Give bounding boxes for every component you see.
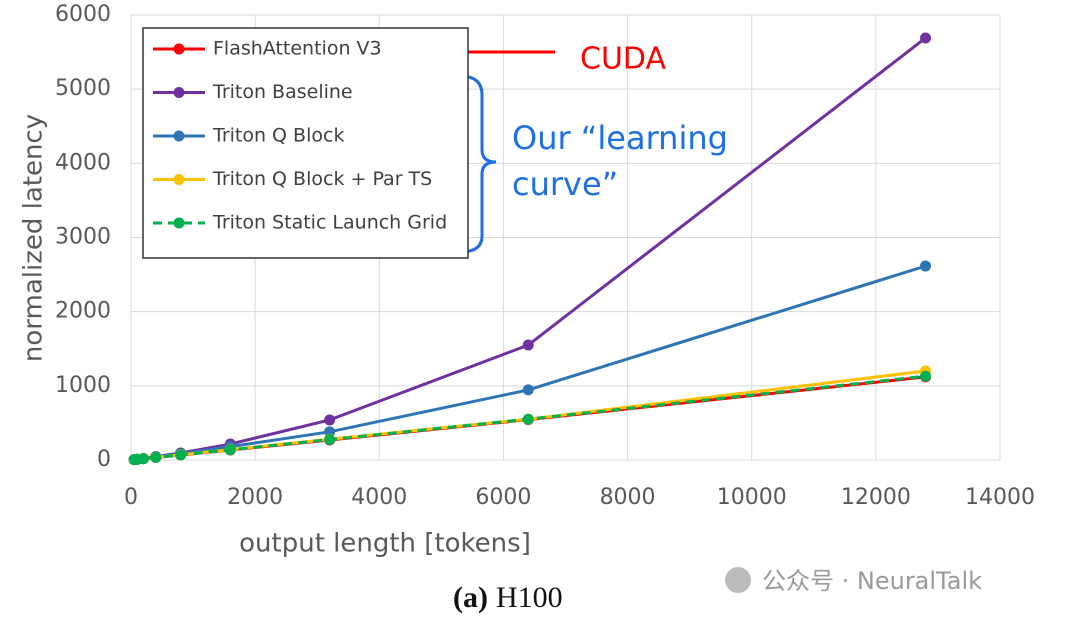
data-point [175, 449, 187, 461]
legend-marker [173, 43, 185, 55]
data-point [522, 384, 534, 396]
data-point [920, 370, 932, 382]
data-point [920, 32, 932, 44]
x-tick-label: 0 [124, 485, 138, 510]
learning-curve-annotation: curve” [512, 165, 618, 203]
legend-marker [173, 217, 185, 229]
legend-marker [173, 87, 185, 98]
legend-label: Triton Q Block [212, 125, 344, 147]
x-tick-label: 10000 [717, 485, 787, 510]
data-point [224, 444, 236, 456]
y-tick-label: 5000 [55, 76, 111, 101]
y-tick-label: 2000 [55, 299, 111, 324]
caption-label: (a) [453, 581, 488, 614]
legend-label: FlashAttention V3 [213, 38, 382, 60]
x-tick-label: 12000 [841, 485, 911, 510]
data-point [522, 339, 534, 351]
data-point [522, 413, 534, 425]
watermark-icon [725, 567, 751, 593]
legend-box [142, 27, 469, 259]
brace [459, 74, 497, 254]
y-axis-label: normalized latency [19, 114, 49, 362]
y-tick-label: 1000 [55, 373, 111, 398]
y-tick-label: 6000 [55, 2, 111, 27]
x-tick-label: 6000 [475, 485, 531, 510]
series-line [133, 264, 926, 462]
x-tick-label: 14000 [965, 485, 1035, 510]
cuda-annotation: CUDA [580, 42, 666, 77]
data-point [920, 260, 932, 272]
data-point [324, 414, 336, 426]
legend-label: Triton Static Launch Grid [212, 212, 447, 234]
legend-marker [173, 174, 185, 185]
data-point [137, 453, 149, 465]
watermark: 公众号 · NeuralTalk [762, 567, 982, 595]
data-point [324, 434, 336, 446]
y-tick-label: 3000 [55, 225, 111, 250]
y-tick-label: 4000 [55, 150, 111, 175]
legend-label: Triton Baseline [212, 81, 353, 103]
x-tick-label: 4000 [351, 485, 407, 510]
caption: H100 [496, 581, 563, 614]
x-tick-label: 2000 [227, 485, 283, 510]
data-point [150, 451, 162, 463]
legend-label: Triton Q Block + Par TS [212, 168, 432, 190]
legend-marker [173, 130, 185, 142]
learning-curve-annotation: Our “learning [512, 119, 728, 157]
y-tick-label: 0 [97, 447, 111, 472]
x-axis-label: output length [tokens] [239, 529, 531, 559]
x-tick-label: 8000 [600, 485, 656, 510]
